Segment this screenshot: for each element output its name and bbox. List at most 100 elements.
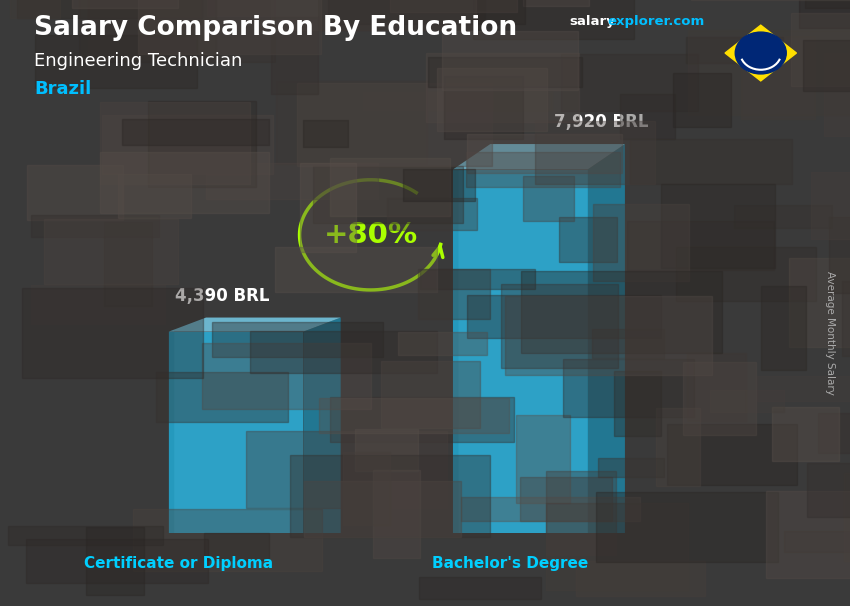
Bar [520,477,612,522]
Bar [598,458,664,477]
Bar [799,0,850,28]
Bar [271,16,318,94]
Bar [546,504,689,590]
Bar [592,328,664,358]
Text: Salary Comparison By Education: Salary Comparison By Education [34,15,517,41]
Bar [428,57,582,87]
Polygon shape [168,330,174,533]
Bar [667,424,797,485]
Text: salary: salary [570,15,615,28]
Bar [593,204,688,281]
Bar [683,362,756,435]
Bar [122,119,269,144]
Polygon shape [168,331,303,533]
Polygon shape [168,318,341,331]
Bar [784,531,850,553]
Bar [824,53,850,136]
Bar [620,95,675,139]
Bar [811,171,850,239]
Bar [803,40,850,91]
Circle shape [735,32,786,74]
Bar [304,481,461,537]
Bar [22,288,202,378]
Bar [10,0,60,18]
Bar [561,54,698,111]
Bar [688,30,850,115]
Bar [381,361,479,428]
Bar [444,76,523,139]
Bar [319,0,485,30]
Bar [805,0,850,8]
Bar [462,497,640,521]
Text: Average Monthly Salary: Average Monthly Salary [824,271,835,395]
Bar [31,285,165,324]
Bar [656,408,700,485]
Bar [275,247,437,291]
Polygon shape [453,144,625,170]
Bar [766,491,850,579]
Text: +80%: +80% [324,221,417,249]
Bar [521,271,722,353]
Bar [505,296,712,375]
Bar [734,205,832,228]
Bar [118,175,191,218]
Bar [419,577,541,599]
Bar [844,473,850,561]
Bar [104,222,152,306]
Bar [830,217,850,293]
Polygon shape [453,165,458,533]
Bar [88,0,216,59]
Bar [427,53,580,122]
Polygon shape [303,318,341,533]
Bar [330,158,450,216]
Bar [79,0,275,62]
Text: Bachelor's Degree: Bachelor's Degree [432,556,588,571]
Bar [388,198,477,230]
Bar [26,539,208,584]
Bar [390,0,517,12]
Text: Brazil: Brazil [34,80,91,98]
Bar [468,295,660,338]
Bar [756,376,850,401]
Bar [250,331,438,373]
Bar [313,165,462,223]
Bar [44,219,178,284]
Bar [206,163,377,199]
Bar [204,533,269,560]
Bar [8,526,163,545]
Bar [276,81,428,164]
Bar [842,281,850,356]
Bar [524,176,574,221]
Bar [627,221,774,270]
Bar [297,84,492,166]
Text: Engineering Technician: Engineering Technician [34,52,242,70]
Bar [373,470,420,559]
Bar [156,372,287,422]
Bar [290,455,490,538]
Bar [418,269,490,319]
Bar [354,428,417,471]
Bar [100,152,269,213]
Bar [26,165,122,221]
Bar [102,115,274,174]
Bar [559,217,617,262]
Bar [740,36,815,119]
Bar [271,0,475,30]
Bar [72,0,178,8]
Bar [207,0,317,16]
Bar [596,492,778,562]
Bar [148,101,257,187]
Polygon shape [453,170,587,533]
Bar [100,102,250,184]
Bar [331,398,513,442]
Bar [139,0,320,54]
Bar [523,0,589,6]
Bar [762,286,806,370]
Bar [442,31,579,90]
Bar [363,92,552,110]
Bar [473,0,634,39]
Bar [710,390,785,411]
Text: 7,920 BRL: 7,920 BRL [553,113,649,132]
Bar [437,68,547,131]
Bar [343,451,390,525]
